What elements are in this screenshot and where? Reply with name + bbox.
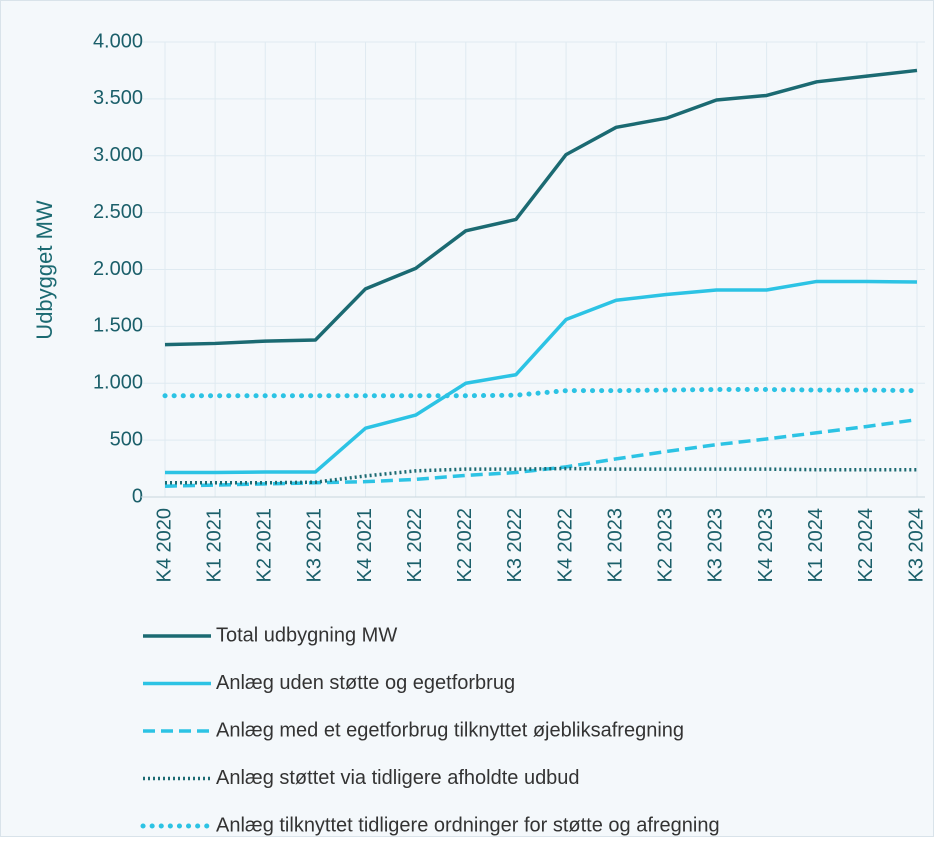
series-line bbox=[162, 387, 920, 399]
x-tick-label: K1 2023 bbox=[604, 508, 626, 583]
y-tick-label: 1.500 bbox=[93, 315, 143, 337]
x-tick-label: K2 2024 bbox=[855, 508, 877, 583]
x-tick-label: K1 2024 bbox=[805, 508, 827, 583]
legend-label: Anlæg støttet via tidligere afholdte udb… bbox=[216, 767, 580, 789]
legend-label: Anlæg tilknyttet tidligere ordninger for… bbox=[216, 814, 720, 836]
series-line bbox=[165, 466, 917, 485]
series-line bbox=[165, 279, 918, 475]
legend-label: Total udbygning MW bbox=[216, 624, 397, 646]
x-tick-label: K1 2022 bbox=[404, 508, 426, 583]
x-tick-label: K4 2023 bbox=[755, 508, 777, 583]
x-tick-label: K4 2021 bbox=[354, 508, 376, 583]
x-tick-label: K3 2024 bbox=[905, 508, 927, 583]
x-tick-label: K4 2020 bbox=[153, 508, 175, 583]
x-tick-label: K3 2021 bbox=[304, 508, 326, 583]
x-tick-label: K2 2021 bbox=[254, 508, 276, 583]
legend-label: Anlæg med et egetforbrug tilknyttet øjeb… bbox=[216, 719, 684, 741]
y-axis-label: Udbygget MW bbox=[32, 200, 57, 340]
x-tick-label: K2 2022 bbox=[454, 508, 476, 583]
x-tick-label: K3 2023 bbox=[705, 508, 727, 583]
y-tick-label: 1.000 bbox=[93, 372, 143, 394]
x-tick-label: K1 2021 bbox=[203, 508, 225, 583]
x-tick-label: K4 2022 bbox=[554, 508, 576, 583]
y-tick-label: 0 bbox=[132, 485, 143, 507]
y-tick-label: 2.000 bbox=[93, 258, 143, 280]
y-tick-label: 3.000 bbox=[93, 144, 143, 166]
legend-label: Anlæg uden støtte og egetforbrug bbox=[216, 672, 515, 694]
x-tick-label: K2 2023 bbox=[655, 508, 677, 583]
series-line bbox=[164, 68, 918, 347]
x-tick-label: K3 2022 bbox=[504, 508, 526, 583]
y-tick-label: 3.500 bbox=[93, 87, 143, 109]
y-tick-label: 500 bbox=[110, 428, 143, 450]
y-tick-label: 4.000 bbox=[93, 30, 143, 52]
y-tick-label: 2.500 bbox=[93, 201, 143, 223]
